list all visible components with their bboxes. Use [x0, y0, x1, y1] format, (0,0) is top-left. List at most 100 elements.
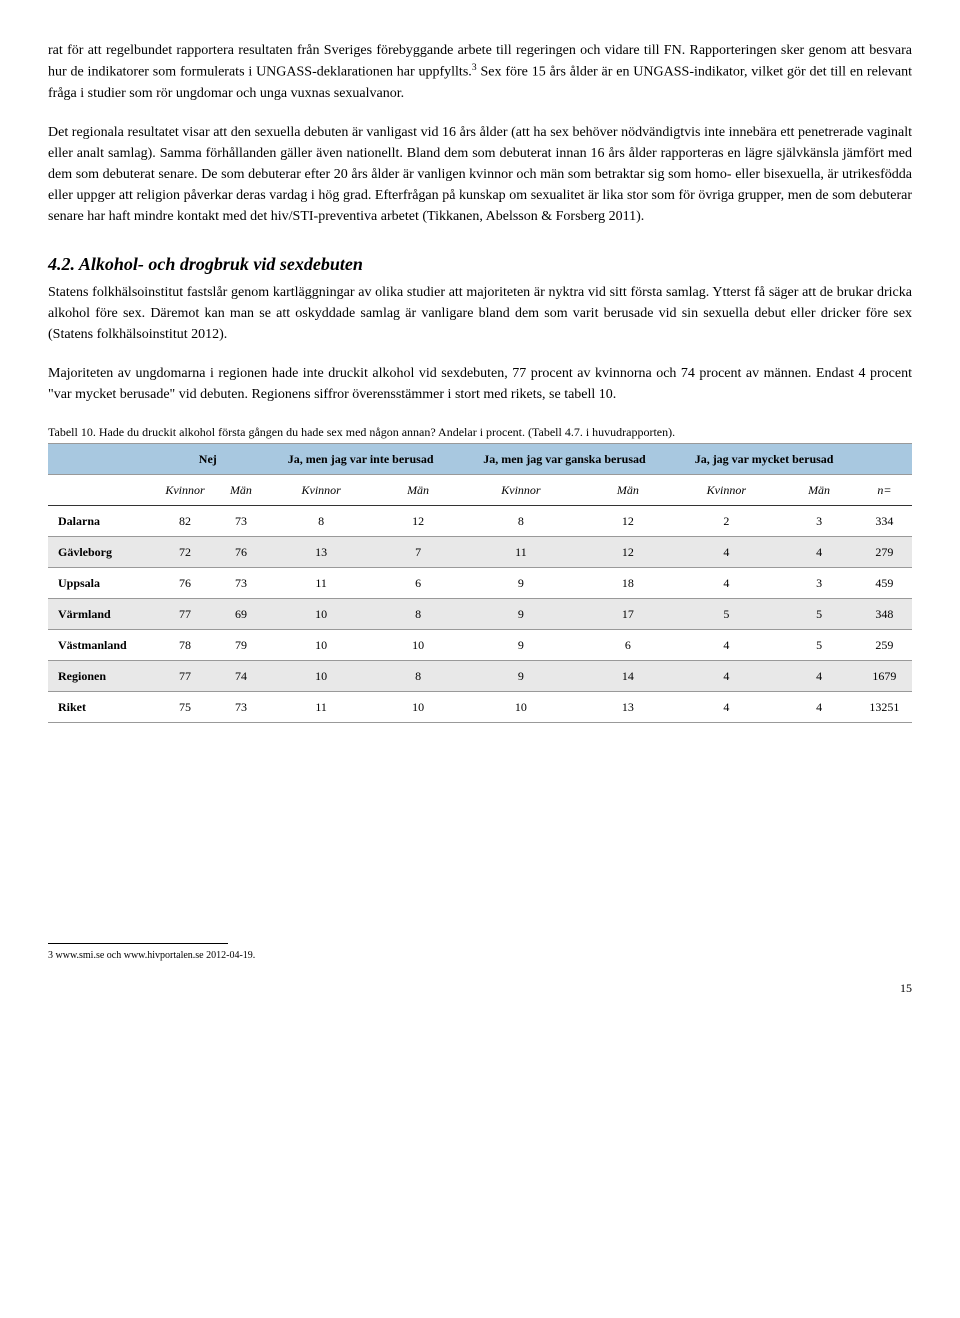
table-cell: 334 [857, 505, 912, 536]
subheader-kv: Kvinnor [152, 474, 218, 505]
table-cell: 4 [671, 629, 781, 660]
footnote-rule [48, 943, 228, 944]
table-cell: 74 [218, 660, 264, 691]
body-paragraph-2: Det regionala resultatet visar att den s… [48, 122, 912, 227]
table-row: Västmanland787910109645259 [48, 629, 912, 660]
table-cell: 4 [671, 691, 781, 722]
table-cell: 8 [458, 505, 585, 536]
subheader-man: Män [218, 474, 264, 505]
table-cell: 279 [857, 536, 912, 567]
table-cell: 8 [379, 598, 458, 629]
table-cell: 78 [152, 629, 218, 660]
table-cell: 13 [264, 536, 379, 567]
table-cell: 10 [458, 691, 585, 722]
header-mycket-berusad: Ja, jag var mycket berusad [671, 443, 856, 474]
subheader-man: Män [584, 474, 671, 505]
row-label: Västmanland [48, 629, 152, 660]
table-cell: 13 [584, 691, 671, 722]
table-row: Riket7573111010134413251 [48, 691, 912, 722]
table-row: Uppsala767311691843459 [48, 567, 912, 598]
table-cell: 4 [671, 567, 781, 598]
row-label: Riket [48, 691, 152, 722]
subheader-kv: Kvinnor [671, 474, 781, 505]
row-label: Regionen [48, 660, 152, 691]
table-cell: 4 [781, 691, 857, 722]
table-cell: 9 [458, 598, 585, 629]
row-label: Gävleborg [48, 536, 152, 567]
table-cell: 348 [857, 598, 912, 629]
footnote-text: 3 www.smi.se och www.hivportalen.se 2012… [48, 948, 912, 963]
table-cell: 4 [671, 660, 781, 691]
table-cell: 7 [379, 536, 458, 567]
table-cell: 13251 [857, 691, 912, 722]
table-cell: 2 [671, 505, 781, 536]
table-cell: 10 [264, 629, 379, 660]
table-cell: 73 [218, 691, 264, 722]
table-cell: 6 [379, 567, 458, 598]
table-header-row: Nej Ja, men jag var inte berusad Ja, men… [48, 443, 912, 474]
subheader-kv: Kvinnor [458, 474, 585, 505]
table-row: Dalarna827381281223334 [48, 505, 912, 536]
row-label: Dalarna [48, 505, 152, 536]
table-cell: 4 [671, 536, 781, 567]
table-cell: 259 [857, 629, 912, 660]
table-cell: 10 [264, 598, 379, 629]
table-row: Gävleborg7276137111244279 [48, 536, 912, 567]
table-cell: 9 [458, 629, 585, 660]
table-subheader-row: Kvinnor Män Kvinnor Män Kvinnor Män Kvin… [48, 474, 912, 505]
body-paragraph-1: rat för att regelbundet rapportera resul… [48, 40, 912, 104]
table-cell: 11 [264, 691, 379, 722]
table-row: Värmland776910891755348 [48, 598, 912, 629]
data-table: Nej Ja, men jag var inte berusad Ja, men… [48, 443, 912, 723]
table-cell: 11 [458, 536, 585, 567]
table-cell: 5 [781, 598, 857, 629]
subheader-empty [48, 474, 152, 505]
table-cell: 69 [218, 598, 264, 629]
table-cell: 76 [218, 536, 264, 567]
row-label: Uppsala [48, 567, 152, 598]
table-cell: 76 [152, 567, 218, 598]
section-body-2: Majoriteten av ungdomarna i regionen had… [48, 363, 912, 405]
table-cell: 79 [218, 629, 264, 660]
table-cell: 12 [379, 505, 458, 536]
table-cell: 6 [584, 629, 671, 660]
header-n [857, 443, 912, 474]
table-cell: 77 [152, 660, 218, 691]
table-caption: Tabell 10. Hade du druckit alkohol först… [48, 423, 912, 441]
table-row: Regionen7774108914441679 [48, 660, 912, 691]
table-cell: 8 [379, 660, 458, 691]
table-cell: 75 [152, 691, 218, 722]
table-cell: 4 [781, 536, 857, 567]
table-cell: 11 [264, 567, 379, 598]
table-cell: 77 [152, 598, 218, 629]
table-cell: 10 [379, 691, 458, 722]
section-body-1: Statens folkhälsoinstitut fastslår genom… [48, 282, 912, 345]
table-cell: 73 [218, 567, 264, 598]
table-cell: 5 [671, 598, 781, 629]
table-cell: 4 [781, 660, 857, 691]
table-cell: 9 [458, 567, 585, 598]
subheader-man: Män [781, 474, 857, 505]
table-cell: 72 [152, 536, 218, 567]
table-cell: 82 [152, 505, 218, 536]
table-cell: 9 [458, 660, 585, 691]
header-nej: Nej [152, 443, 264, 474]
table-cell: 5 [781, 629, 857, 660]
table-cell: 10 [379, 629, 458, 660]
table-cell: 12 [584, 536, 671, 567]
section-heading: 4.2. Alkohol- och drogbruk vid sexdebute… [48, 251, 912, 278]
header-inte-berusad: Ja, men jag var inte berusad [264, 443, 458, 474]
subheader-kv: Kvinnor [264, 474, 379, 505]
table-cell: 3 [781, 505, 857, 536]
row-label: Värmland [48, 598, 152, 629]
table-cell: 1679 [857, 660, 912, 691]
subheader-man: Män [379, 474, 458, 505]
table-cell: 459 [857, 567, 912, 598]
table-cell: 10 [264, 660, 379, 691]
subheader-n: n= [857, 474, 912, 505]
page-number: 15 [48, 979, 912, 997]
table-cell: 3 [781, 567, 857, 598]
table-cell: 14 [584, 660, 671, 691]
table-cell: 73 [218, 505, 264, 536]
table-cell: 8 [264, 505, 379, 536]
